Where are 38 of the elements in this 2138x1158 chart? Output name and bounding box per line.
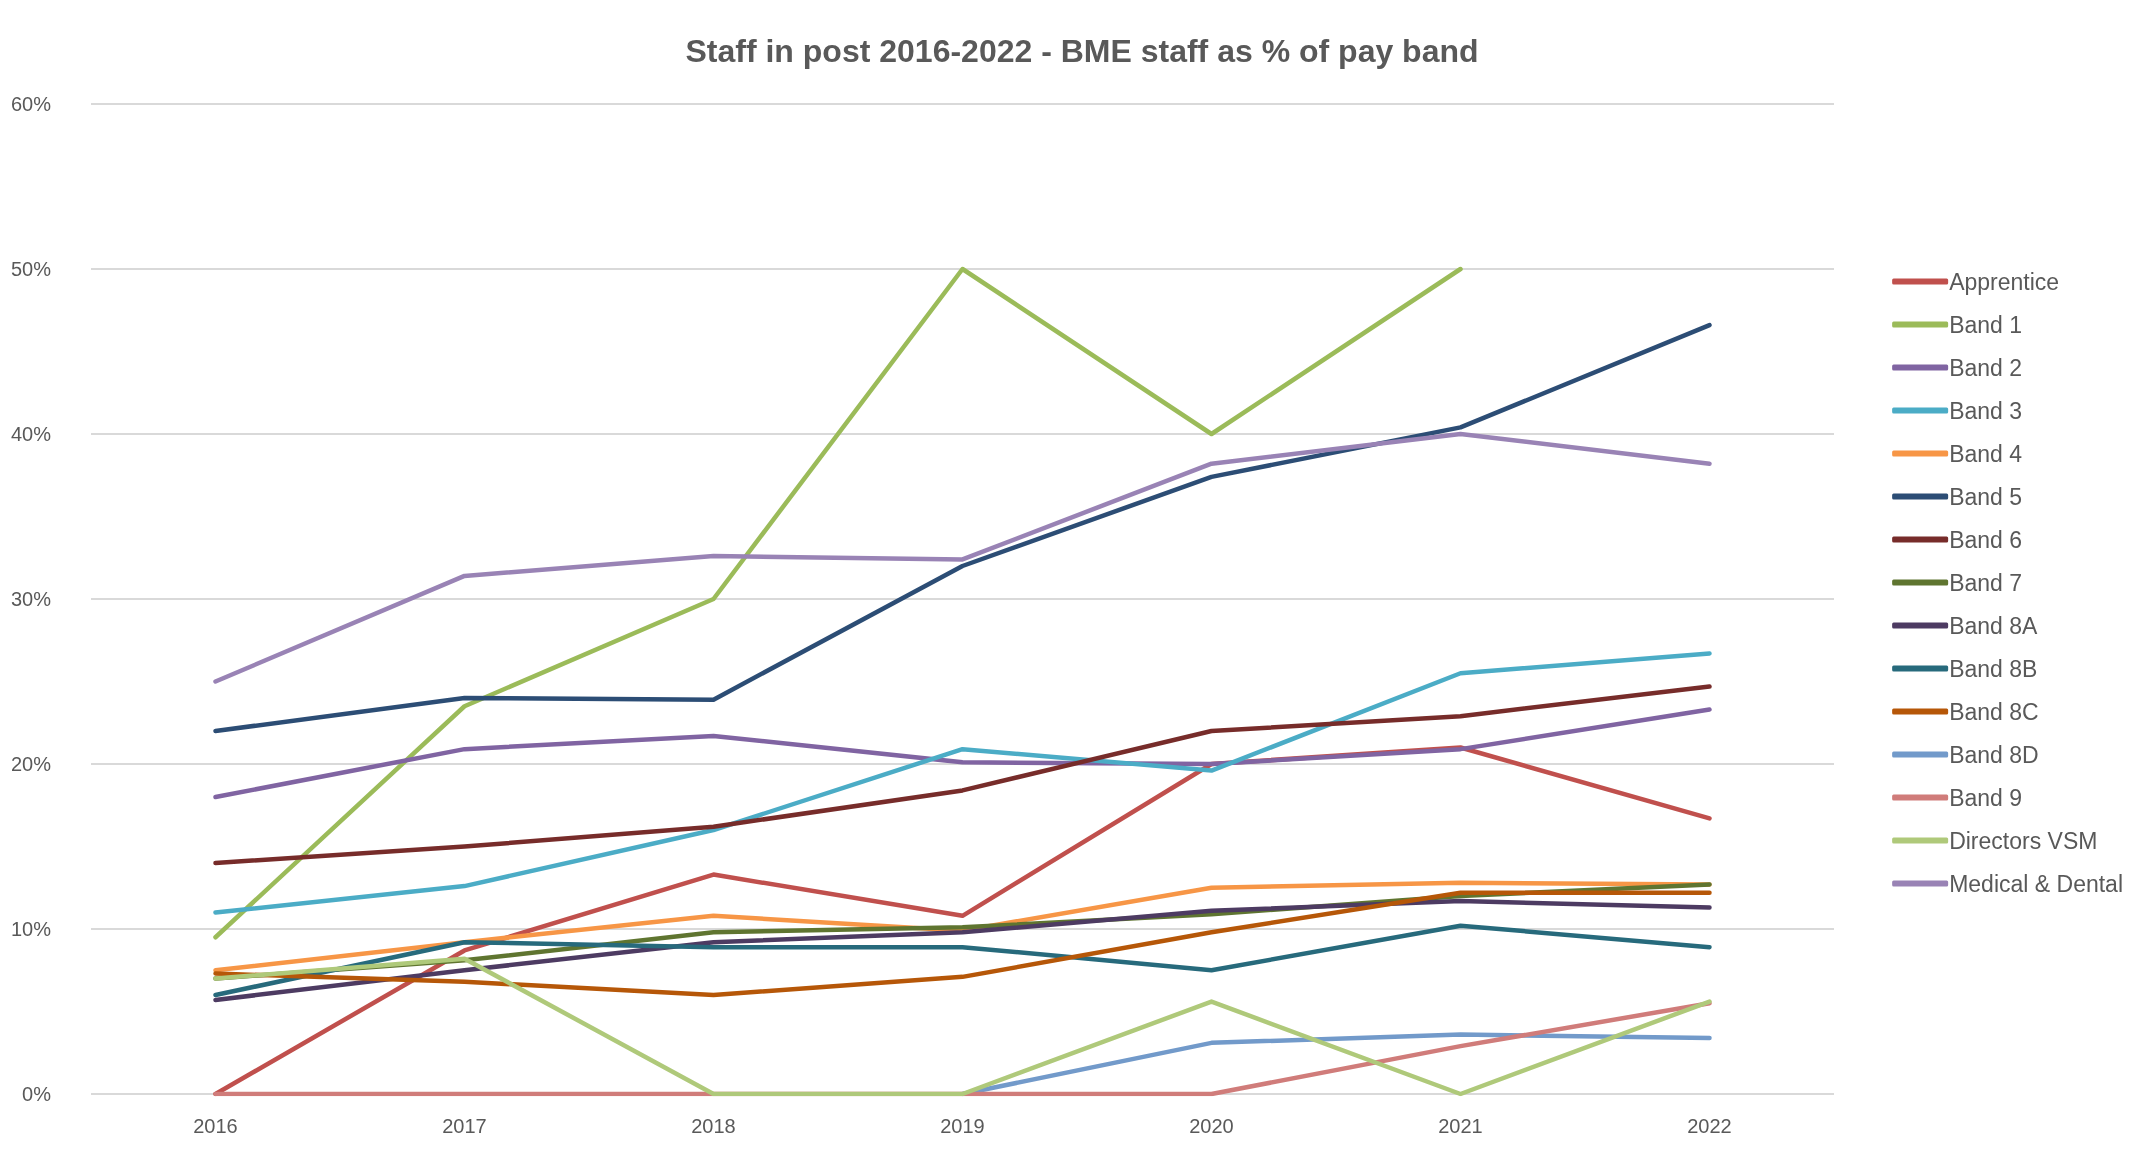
legend-label: Band 4 <box>1949 440 2023 467</box>
y-tick-label: 60% <box>10 93 52 115</box>
legend-label: Band 8A <box>1949 612 2039 639</box>
chart-title: Staff in post 2016-2022 - BME staff as % of pay band <box>685 33 1479 69</box>
line-series <box>213 431 1712 684</box>
legend-label: Band 2 <box>1949 354 2023 381</box>
legend-label: Band 5 <box>1949 483 2023 510</box>
x-tick-label: 2021 <box>1438 1115 1483 1137</box>
x-tick-label: 2017 <box>442 1115 487 1137</box>
line-series <box>213 651 1712 915</box>
x-tick-label: 2016 <box>193 1115 238 1137</box>
y-tick-label: 50% <box>10 258 52 280</box>
line-series <box>213 707 1712 800</box>
line-series <box>213 266 1463 940</box>
legend-label: Band 3 <box>1949 397 2023 424</box>
line-series <box>213 956 1712 1097</box>
y-tick-label: 10% <box>10 918 52 940</box>
line-series <box>213 923 1712 998</box>
legend-label: Band 6 <box>1949 526 2023 553</box>
legend-label: Apprentice <box>1949 268 2060 295</box>
legend-label: Directors VSM <box>1949 827 2098 854</box>
legend-label: Medical & Dental <box>1949 870 2123 897</box>
legend-label: Band 7 <box>1949 569 2023 596</box>
line-series <box>213 684 1712 866</box>
x-tick-label: 2019 <box>940 1115 985 1137</box>
line-series <box>213 322 1712 734</box>
legend-label: Band 1 <box>1949 311 2023 338</box>
y-tick-label: 40% <box>10 423 52 445</box>
y-tick-label: 0% <box>22 1083 52 1105</box>
legend-label: Band 8D <box>1949 741 2039 768</box>
legend-label: Band 9 <box>1949 784 2023 811</box>
x-tick-label: 2018 <box>691 1115 736 1137</box>
x-tick-label: 2022 <box>1687 1115 1732 1137</box>
legend-label: Band 8B <box>1949 655 2038 682</box>
x-tick-label: 2020 <box>1189 1115 1234 1137</box>
y-tick-label: 20% <box>10 753 52 775</box>
y-tick-label: 30% <box>10 588 52 610</box>
legend-label: Band 8C <box>1949 698 2039 725</box>
